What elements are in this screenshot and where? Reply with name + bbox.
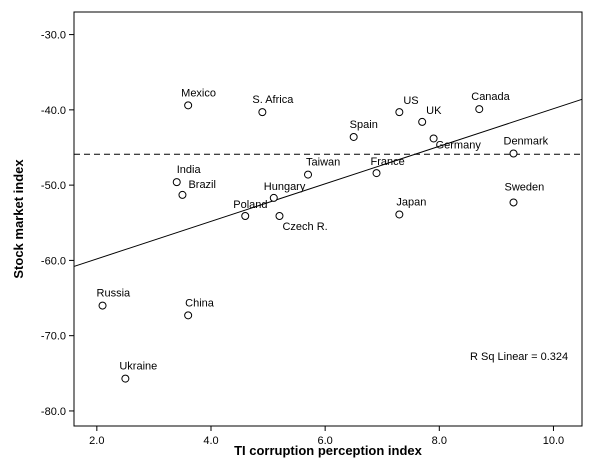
point-label: Japan — [396, 196, 426, 208]
y-tick-label: -70.0 — [41, 331, 66, 343]
data-point — [172, 178, 181, 187]
data-point — [349, 132, 358, 141]
x-tick-label: 2.0 — [89, 435, 104, 447]
x-axis-title: TI corruption perception index — [234, 443, 423, 458]
point-label: Sweden — [505, 181, 545, 193]
data-point — [178, 190, 187, 199]
data-point — [372, 169, 381, 178]
fit-line — [73, 98, 583, 267]
data-point — [184, 101, 193, 110]
point-label: UK — [426, 105, 442, 117]
x-axis: 2.0 4.0 6.0 8.0 10.0 — [89, 426, 564, 447]
data-point — [509, 149, 518, 158]
point-label: China — [185, 297, 215, 309]
data-point — [98, 301, 107, 310]
data-point — [395, 210, 404, 219]
data-point — [418, 117, 427, 126]
point-label: Mexico — [181, 87, 216, 99]
y-axis-title: Stock market index — [11, 159, 26, 279]
data-point — [121, 374, 130, 383]
point-label: Taiwan — [306, 157, 340, 169]
point-label: India — [177, 164, 202, 176]
point-label: Czech R. — [282, 221, 327, 233]
data-point — [509, 198, 518, 207]
x-tick-label: 8.0 — [432, 435, 447, 447]
data-point — [275, 211, 284, 220]
y-tick-label: -30.0 — [41, 30, 66, 42]
data-point — [184, 311, 193, 320]
data-points: Mexico S. Africa US Canada UK Spain Germany Den… — [97, 87, 549, 383]
data-point — [475, 105, 484, 114]
y-tick-label: -50.0 — [41, 180, 66, 192]
x-tick-label: 4.0 — [203, 435, 218, 447]
data-point — [258, 108, 267, 117]
point-label: Brazil — [188, 179, 216, 191]
point-label: France — [371, 156, 405, 168]
data-point — [395, 108, 404, 117]
point-label: Hungary — [264, 181, 306, 193]
r-squared-annotation: R Sq Linear = 0.324 — [470, 351, 568, 363]
plot-frame — [73, 11, 583, 427]
point-label: Russia — [97, 288, 132, 300]
point-label: S. Africa — [252, 94, 294, 106]
x-tick-label: 6.0 — [317, 435, 332, 447]
y-tick-label: -80.0 — [41, 406, 66, 418]
point-label: Poland — [233, 199, 267, 211]
y-tick-label: -40.0 — [41, 105, 66, 117]
point-label: US — [403, 95, 418, 107]
point-label: Germany — [436, 139, 482, 151]
data-point — [241, 211, 250, 220]
y-axis: -30.0 -40.0 -50.0 -60.0 -70.0 -80.0 — [41, 30, 74, 418]
point-label: Spain — [350, 119, 378, 131]
point-label: Canada — [471, 91, 510, 103]
data-point — [429, 134, 438, 143]
x-tick-label: 10.0 — [543, 435, 564, 447]
data-point — [304, 170, 313, 179]
point-label: Ukraine — [119, 361, 157, 373]
data-point — [269, 193, 278, 202]
y-tick-label: -60.0 — [41, 255, 66, 267]
point-label: Denmark — [504, 136, 549, 148]
